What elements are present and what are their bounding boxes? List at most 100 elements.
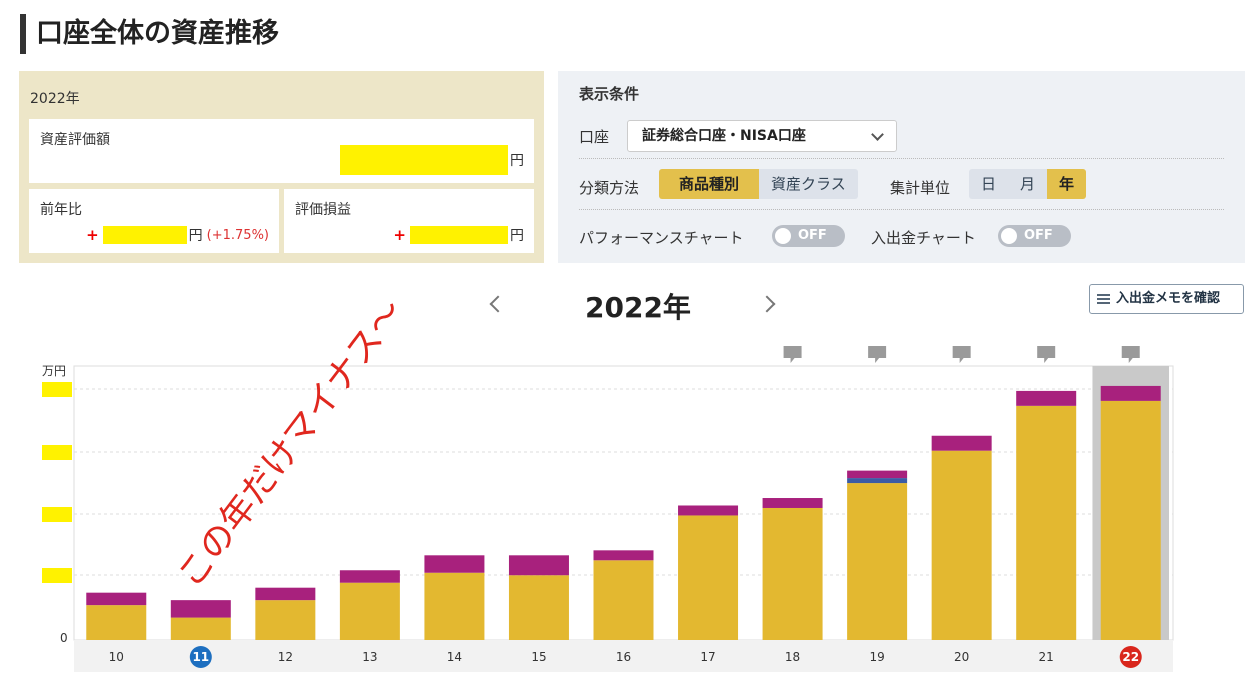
- bar-segment: [762, 507, 823, 640]
- pl-value: + 円: [393, 225, 524, 245]
- x-tick-label: 11: [192, 650, 209, 664]
- bar-segment: [678, 515, 739, 640]
- bar-segment: [424, 572, 485, 640]
- bar-segment: [255, 600, 316, 640]
- redaction-mask: [42, 568, 72, 583]
- pl-label: 評価損益: [295, 202, 351, 218]
- bar-segment: [1016, 390, 1077, 406]
- redaction-mask: [42, 445, 72, 460]
- asset-value-label: 資産評価額: [40, 132, 110, 148]
- classify-toggle-group: 商品種別 資産クラス: [659, 169, 858, 199]
- speech-bubble-icon: [783, 346, 802, 363]
- yoy-percent: (+1.75%): [206, 227, 269, 243]
- performance-chart-toggle[interactable]: OFF: [772, 225, 845, 247]
- performance-chart-label: パフォーマンスチャート: [579, 229, 744, 247]
- unit-option-month[interactable]: 月: [1008, 169, 1048, 199]
- page-title: 口座全体の資産推移: [20, 14, 279, 54]
- x-tick-label: 12: [278, 650, 293, 664]
- yoy-unit: 円: [188, 228, 203, 244]
- x-tick-label: 20: [954, 650, 969, 664]
- deposit-memo-button[interactable]: 入出金メモを確認: [1089, 284, 1244, 314]
- redaction-mask: [410, 226, 508, 244]
- x-tick-label: 13: [362, 650, 377, 664]
- chart-year-title: 2022年: [585, 291, 691, 324]
- bar-segment: [593, 550, 654, 561]
- account-select-value: 証券総合口座・NISA口座: [642, 128, 806, 144]
- unit-label: 集計単位: [890, 179, 951, 197]
- speech-bubble-icon: [1121, 346, 1140, 363]
- list-icon: [1097, 294, 1110, 304]
- display-conditions-panel: 表示条件 口座 証券総合口座・NISA口座 分類方法 商品種別 資産クラス 集計…: [558, 71, 1245, 263]
- classify-option-asset-class[interactable]: 資産クラス: [759, 169, 858, 199]
- unit-toggle-group: 日 月 年: [969, 169, 1087, 199]
- bar-segment: [762, 498, 823, 508]
- bar-segment: [931, 435, 992, 451]
- bar-segment: [508, 575, 569, 640]
- performance-toggle-state: OFF: [798, 228, 827, 243]
- x-tick-label: 19: [869, 650, 884, 664]
- bar-segment: [86, 592, 147, 606]
- redaction-mask: [42, 382, 72, 397]
- x-tick-label: 18: [785, 650, 800, 664]
- bar-segment: [339, 582, 400, 640]
- cashflow-toggle-state: OFF: [1024, 228, 1053, 243]
- unit-option-year[interactable]: 年: [1047, 169, 1087, 199]
- bar-segment: [847, 483, 908, 640]
- bar-segment: [170, 600, 231, 618]
- x-tick-label: 16: [616, 650, 631, 664]
- year-badge: [1119, 646, 1142, 668]
- divider: [579, 158, 1224, 159]
- cashflow-chart-label: 入出金チャート: [871, 229, 976, 247]
- summary-panel: 2022年 資産評価額 円 前年比 + 円 (+1.75%) 評価損益 + 円: [19, 71, 544, 263]
- divider: [579, 209, 1224, 210]
- speech-bubble-icon: [952, 346, 971, 363]
- pl-card: 評価損益 + 円: [284, 189, 534, 253]
- asset-value: 円: [340, 145, 524, 175]
- x-tick-label: 22: [1122, 650, 1139, 664]
- bar-segment: [931, 450, 992, 640]
- y-axis-unit: 万円: [42, 364, 66, 378]
- unit-option-day[interactable]: 日: [969, 169, 1009, 199]
- bar-segment: [847, 478, 908, 484]
- speech-bubble-icon: [1037, 346, 1056, 363]
- summary-year: 2022年: [30, 91, 80, 107]
- x-tick-label: 14: [447, 650, 462, 664]
- bar-segment: [86, 605, 147, 640]
- pl-unit: 円: [510, 228, 524, 244]
- bar-segment: [847, 470, 908, 479]
- bar-segment: [1016, 405, 1077, 640]
- redaction-mask: [102, 226, 187, 244]
- x-axis-band: [74, 640, 1173, 672]
- year-badge: [189, 646, 212, 668]
- yoy-card: 前年比 + 円 (+1.75%): [29, 189, 279, 253]
- classify-label: 分類方法: [579, 179, 640, 197]
- redaction-mask: [42, 507, 72, 522]
- bar-segment: [1100, 400, 1161, 640]
- x-tick-label: 15: [531, 650, 546, 664]
- yoy-value: + 円 (+1.75%): [86, 225, 269, 245]
- y-axis-zero: 0: [60, 631, 68, 645]
- deposit-memo-label: 入出金メモを確認: [1116, 291, 1221, 306]
- bar-segment: [170, 617, 231, 640]
- account-select[interactable]: 証券総合口座・NISA口座: [627, 120, 897, 152]
- speech-bubble-icon: [868, 346, 887, 363]
- plus-icon: +: [393, 226, 406, 244]
- bar-segment: [339, 570, 400, 583]
- account-label: 口座: [579, 128, 610, 146]
- plus-icon: +: [86, 226, 99, 244]
- bar-segment: [593, 560, 654, 640]
- x-tick-label: 17: [700, 650, 715, 664]
- yoy-label: 前年比: [40, 202, 82, 218]
- bar-segment: [424, 555, 485, 573]
- toggle-knob: [1001, 228, 1017, 244]
- bar-segment: [1100, 385, 1161, 401]
- cashflow-chart-toggle[interactable]: OFF: [998, 225, 1071, 247]
- asset-value-unit: 円: [510, 153, 524, 169]
- conditions-title: 表示条件: [579, 85, 640, 103]
- redaction-mask: [340, 145, 508, 175]
- x-tick-label: 10: [109, 650, 124, 664]
- classify-option-product[interactable]: 商品種別: [659, 169, 760, 199]
- bar-segment: [508, 555, 569, 576]
- asset-value-card: 資産評価額 円: [29, 119, 534, 183]
